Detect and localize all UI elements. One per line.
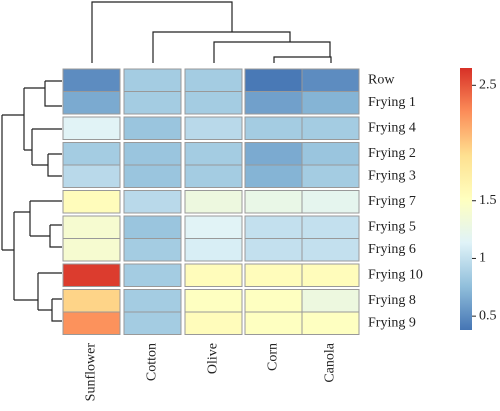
cell xyxy=(244,238,303,262)
cell xyxy=(62,190,121,214)
cell xyxy=(123,190,182,214)
cell xyxy=(301,68,360,92)
column-label: Olive xyxy=(206,343,221,374)
cell xyxy=(244,91,303,115)
row-label: Frying 8 xyxy=(368,293,416,308)
column-dendrogram xyxy=(91,1,332,63)
cell xyxy=(184,289,243,313)
dendrogram xyxy=(91,1,332,63)
cell xyxy=(244,289,303,313)
column-label: Cotton xyxy=(145,343,160,381)
row-label: Frying 6 xyxy=(368,242,416,257)
cell xyxy=(301,116,360,140)
cell xyxy=(301,91,360,115)
cell xyxy=(62,142,121,166)
colorbar-tick-label: 1.5 xyxy=(479,193,497,208)
row-label: Row xyxy=(368,72,395,87)
cell xyxy=(244,190,303,214)
cell xyxy=(123,164,182,188)
cell xyxy=(301,311,360,335)
cell xyxy=(301,142,360,166)
colorbar xyxy=(460,68,472,330)
cell xyxy=(123,68,182,92)
cell xyxy=(123,91,182,115)
cell xyxy=(123,142,182,166)
cell xyxy=(62,91,121,115)
cell xyxy=(62,116,121,140)
row-label: Frying 1 xyxy=(368,95,416,110)
cell xyxy=(244,116,303,140)
cell xyxy=(184,311,243,335)
cell xyxy=(123,263,182,287)
cell xyxy=(184,263,243,287)
cell xyxy=(301,215,360,239)
cell xyxy=(184,116,243,140)
cell xyxy=(244,68,303,92)
row-label: Frying 7 xyxy=(368,194,416,209)
row-label: Frying 4 xyxy=(368,120,416,135)
column-label: Corn xyxy=(266,343,281,371)
colorbar-tick-label: 2.5 xyxy=(479,78,497,93)
cell xyxy=(184,91,243,115)
row-label: Frying 9 xyxy=(368,315,416,330)
cell xyxy=(244,215,303,239)
cell xyxy=(301,190,360,214)
cell xyxy=(62,238,121,262)
cell xyxy=(301,238,360,262)
cell xyxy=(184,190,243,214)
cell xyxy=(123,116,182,140)
colorbar-tick-label: 1 xyxy=(479,251,486,266)
cell xyxy=(301,164,360,188)
row-dendrogram xyxy=(1,80,62,322)
cell xyxy=(123,289,182,313)
cell xyxy=(184,68,243,92)
row-label: Frying 5 xyxy=(368,219,416,234)
cell xyxy=(244,311,303,335)
cell xyxy=(244,142,303,166)
cell xyxy=(301,289,360,313)
cell xyxy=(123,311,182,335)
row-label: Frying 10 xyxy=(368,267,423,282)
cell xyxy=(62,289,121,313)
colorbar-tick-label: 0.5 xyxy=(479,308,497,323)
cell xyxy=(301,263,360,287)
cell xyxy=(184,238,243,262)
cell xyxy=(244,263,303,287)
cell xyxy=(62,311,121,335)
cell xyxy=(184,164,243,188)
column-label: Sunflower xyxy=(84,343,99,402)
cell xyxy=(184,142,243,166)
cell xyxy=(184,215,243,239)
cell xyxy=(244,164,303,188)
cell xyxy=(62,164,121,188)
row-label: Frying 2 xyxy=(368,146,416,161)
cell xyxy=(62,263,121,287)
dendrogram xyxy=(1,80,62,322)
row-label: Frying 3 xyxy=(368,168,416,183)
cell xyxy=(62,68,121,92)
cell xyxy=(123,238,182,262)
column-label: Canola xyxy=(323,342,338,382)
cell xyxy=(123,215,182,239)
cell xyxy=(62,215,121,239)
